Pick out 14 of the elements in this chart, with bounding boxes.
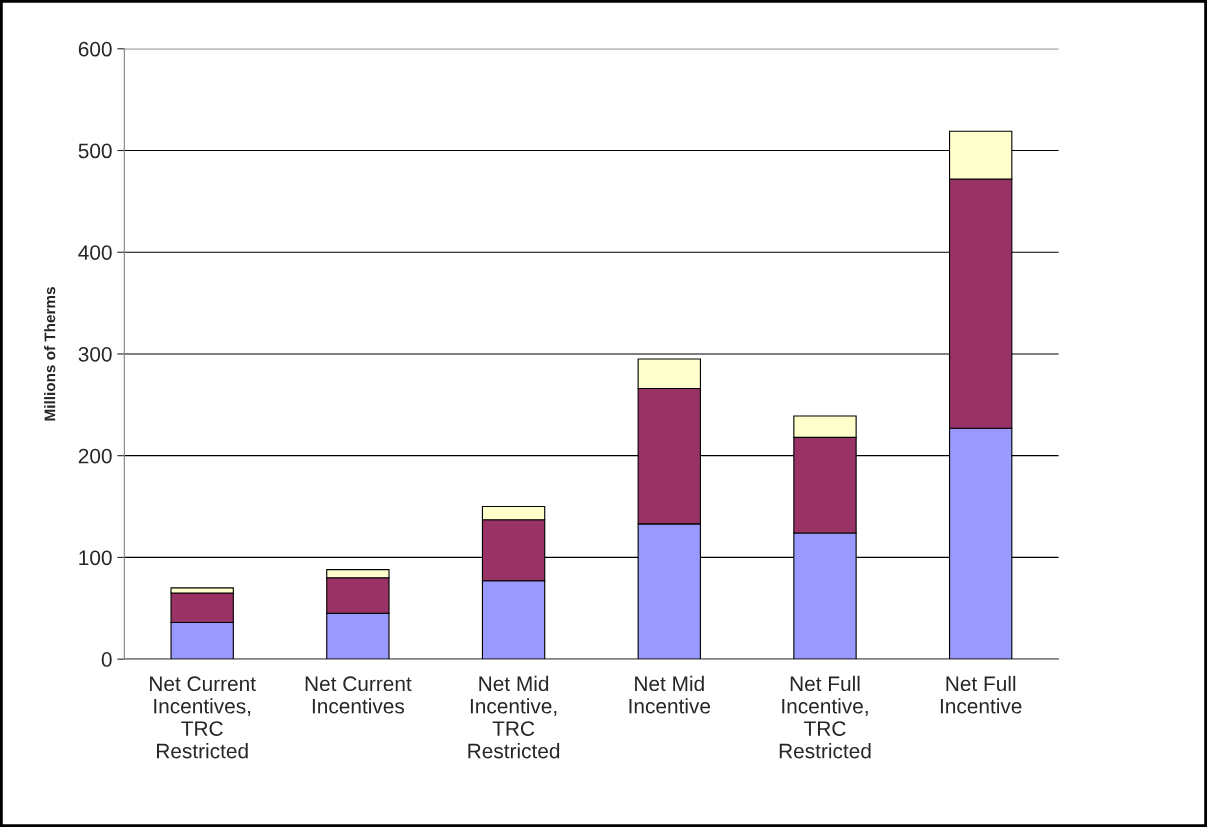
x-tick-label: Net Current Incentives, TRC Restricted — [150, 676, 256, 759]
y-tick-label: 400 — [78, 245, 112, 260]
y-tick-label: 500 — [78, 143, 112, 159]
x-tick-label: Net Full Incentive, TRC Restricted — [779, 675, 871, 759]
y-axis-title: Millions of Therms — [44, 287, 56, 421]
x-tick-label: Net Full Incentive — [940, 675, 1022, 714]
y-tick-label: 100 — [79, 550, 112, 566]
y-tick-label: 200 — [78, 448, 112, 464]
y-tick-label: 600 — [78, 41, 112, 57]
y-tick-label: 0 — [101, 652, 112, 667]
x-tick-label: Net Mid Incentive — [629, 675, 711, 714]
x-tick-label: Net Current Incentives — [305, 676, 412, 714]
y-tick-label: 300 — [78, 346, 112, 362]
x-tick-label: Net Mid Incentive, TRC Restricted — [468, 675, 560, 759]
